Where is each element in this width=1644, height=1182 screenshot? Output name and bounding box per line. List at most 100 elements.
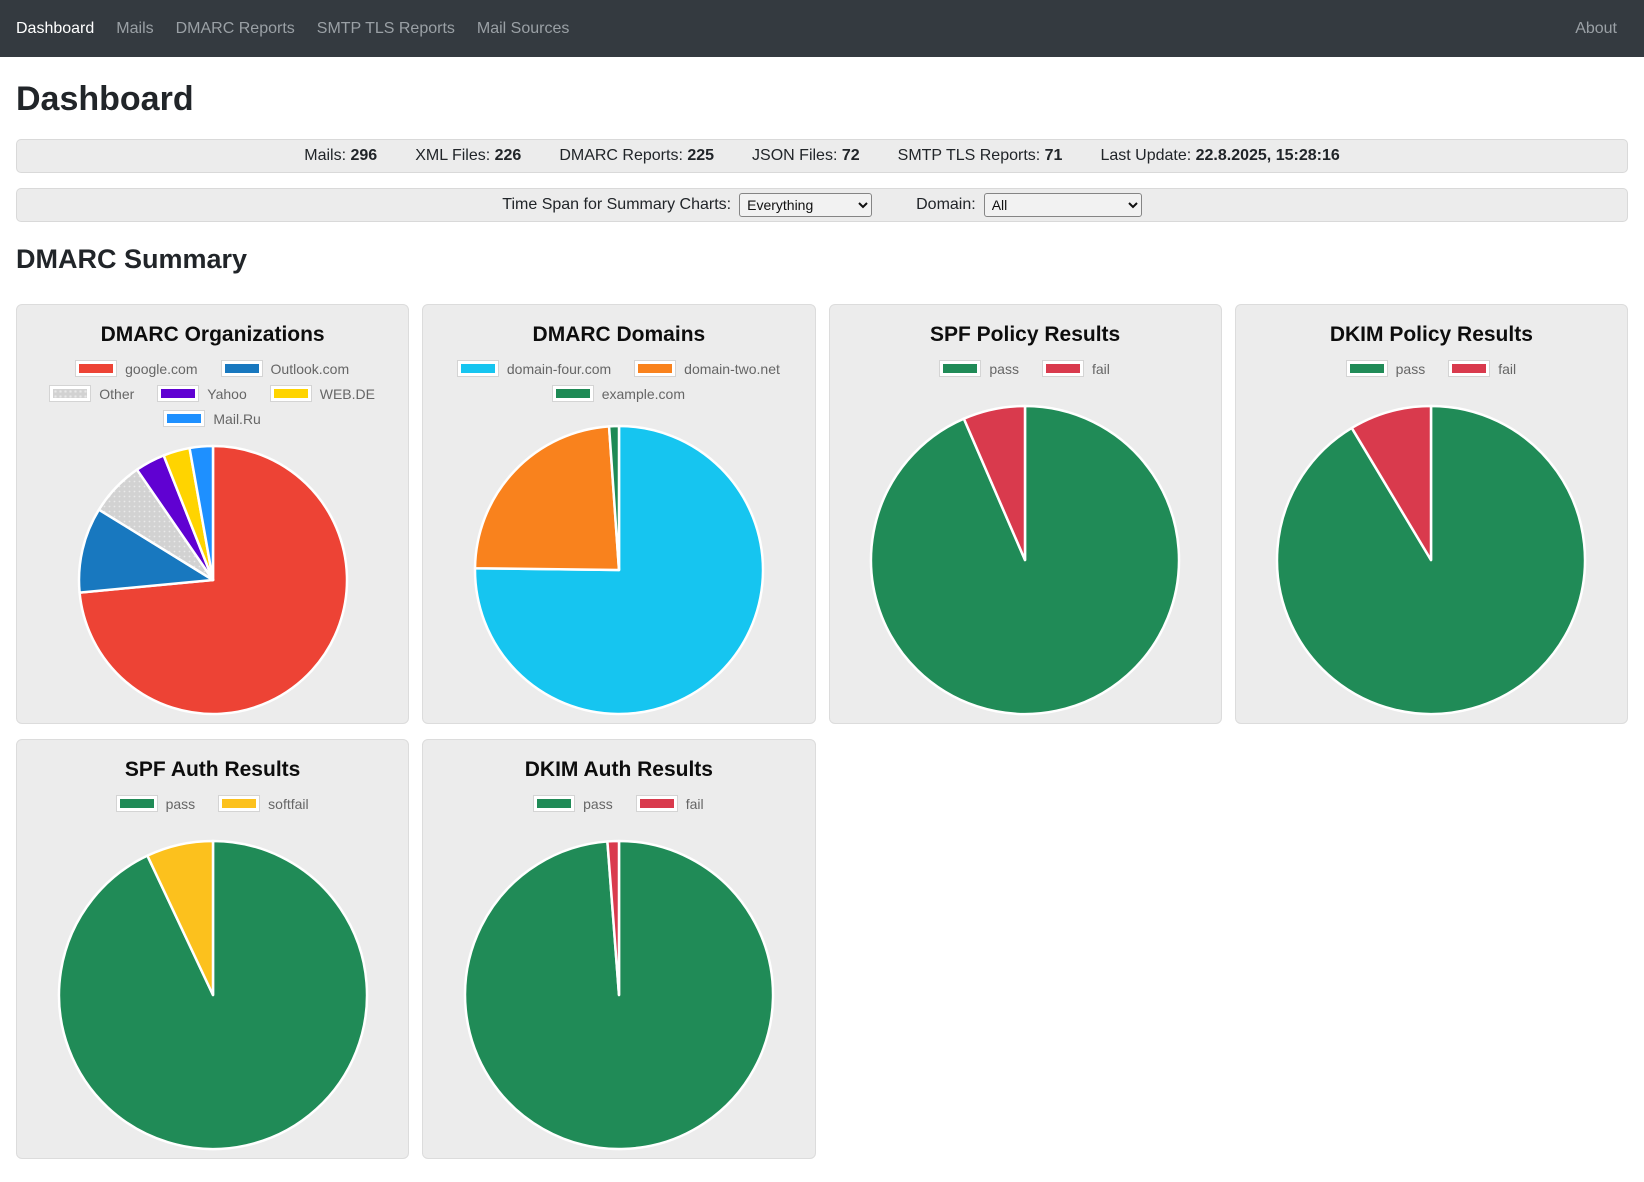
legend-label: Other [99,385,135,402]
legend-swatch [50,386,91,402]
page-title: Dashboard [16,80,194,118]
legend-label: pass [583,795,613,812]
time-span-select[interactable]: Everything [739,193,873,218]
chart-legend: google.com Outlook.com Other Yahoo WEB.DE Mai… [38,361,388,427]
legend-item-softfail[interactable]: softfail [219,795,309,812]
legend-item-fail[interactable]: fail [1042,360,1110,377]
legend-label: pass [1395,360,1426,377]
nav-item-mail-sources[interactable]: Mail Sources [476,19,570,37]
legend-item-pass[interactable]: pass [116,795,196,812]
legend-swatch [116,796,157,812]
legend-item-pass[interactable]: pass [534,796,613,812]
legend-item-pass[interactable]: pass [1346,360,1426,377]
legend-label: fail [685,795,704,812]
legend-swatch [552,386,593,402]
nav-item-dmarc-reports[interactable]: DMARC Reports [175,19,295,37]
chart-card-dkim-auth-results: DKIM Auth Results pass fail [422,738,816,1159]
pie-slice-fail[interactable] [962,404,1027,561]
nav-links: Dashboard Mails DMARC Reports SMTP TLS Repo… [5,12,1564,46]
chart-card-spf-auth-results: SPF Auth Results pass softfail [16,738,410,1159]
time-span-label: Time Span for Summary Charts: [502,196,732,214]
legend-item-fail[interactable]: fail [636,795,704,812]
legend-item-mail-ru[interactable]: Mail.Ru [164,411,261,427]
chart-card-dmarc-organizations: DMARC Organizations google.com Outlook.com… [16,303,410,724]
legend-swatch [635,361,676,377]
pie-chart [463,839,775,1150]
legend-item-google-com[interactable]: google.com [76,360,198,377]
chart-legend: pass fail [534,795,704,812]
legend-label: pass [989,360,1019,377]
legend-item-example-com[interactable]: example.com [552,386,685,402]
chart-title: DKIM Auth Results [524,757,713,781]
legend-item-domain-four-com[interactable]: domain-four.com [457,361,611,377]
legend-item-pass[interactable]: pass [940,361,1019,377]
legend-item-other[interactable]: Other [50,386,134,402]
legend-label: softfail [268,795,309,812]
legend-label: fail [1091,360,1110,377]
chart-legend: domain-four.com domain-two.net example.com [444,361,794,402]
nav-item-dashboard[interactable]: Dashboard [16,19,95,37]
pie-slice-softfail[interactable] [145,839,214,996]
legend-swatch [76,361,117,377]
legend-label: pass [165,795,196,812]
chart-card-dkim-policy-results: DKIM Policy Results pass fail [1234,303,1628,724]
chart-card-spf-policy-results: SPF Policy Results pass fail [828,303,1222,724]
pie-slice-fail[interactable] [1350,404,1433,561]
chart-title: DMARC Organizations [100,322,325,346]
pie-slice-mail-ru[interactable] [187,444,214,581]
stat-smtp-tls-reports: SMTP TLS Reports: 71 [897,147,1063,165]
chart-card-dmarc-domains: DMARC Domains domain-four.com domain-two.n… [422,303,816,724]
chart-title: SPF Policy Results [930,322,1121,346]
stat-xml-files: XML Files: 226 [415,147,522,165]
chart-legend: pass fail [940,360,1110,377]
main-content: Dashboard Mails: 296 XML Files: 226 DMARC … [0,77,1644,1182]
stat-mails: Mails: 296 [304,147,378,165]
legend-swatch [940,361,981,377]
chart-title: DKIM Policy Results [1329,322,1533,346]
pie-slice-domain-two-net[interactable] [473,424,621,571]
stats-bar: Mails: 296 XML Files: 226 DMARC Reports: 2… [16,139,1628,174]
domain-label: Domain: [916,196,976,214]
filter-bar: Time Span for Summary Charts: Everything… [16,188,1628,223]
nav-item-mails[interactable]: Mails [116,19,154,37]
stat-dmarc-reports: DMARC Reports: 225 [559,147,715,165]
pie-chart [57,839,368,1150]
domain-select[interactable]: All [983,193,1142,218]
stat-json-files: JSON Files: 72 [752,147,860,165]
stat-last-update: Last Update: 22.8.2025, 15:28:16 [1100,147,1340,165]
legend-swatch [219,796,260,812]
legend-item-domain-two-net[interactable]: domain-two.net [635,361,780,377]
pie-chart [1276,404,1587,715]
legend-swatch [158,386,199,402]
pie-wrap [423,812,814,1158]
legend-swatch [534,796,575,812]
pie-chart [473,424,765,715]
domain-filter: Domain: All [916,193,1142,218]
pie-wrap [423,402,814,723]
legend-swatch [457,361,498,377]
legend-item-web-de[interactable]: WEB.DE [270,385,375,402]
pie-wrap [17,427,408,723]
legend-label: Yahoo [207,385,247,402]
pie-chart [869,404,1181,715]
legend-item-yahoo[interactable]: Yahoo [158,385,247,402]
pie-slice-fail[interactable] [606,839,621,996]
legend-swatch [1346,361,1387,377]
legend-swatch [164,411,205,427]
legend-label: google.com [125,360,198,377]
legend-swatch [221,361,262,377]
nav-item-about[interactable]: About [1575,19,1617,37]
summary-heading: DMARC Summary [16,244,248,275]
time-span-filter: Time Span for Summary Charts: Everything [502,193,873,218]
legend-swatch [270,386,311,402]
chart-legend: pass softfail [116,795,309,812]
pie-slice-outlook-com[interactable] [77,507,214,594]
legend-label: WEB.DE [319,385,375,402]
nav-item-smtp-tls-reports[interactable]: SMTP TLS Reports [316,19,455,37]
chart-legend: pass fail [1346,360,1516,377]
pie-slice-example-com[interactable] [607,424,621,571]
legend-item-fail[interactable]: fail [1449,361,1516,377]
legend-swatch [1449,361,1490,377]
pie-wrap [17,812,408,1158]
legend-item-outlook-com[interactable]: Outlook.com [221,361,349,377]
